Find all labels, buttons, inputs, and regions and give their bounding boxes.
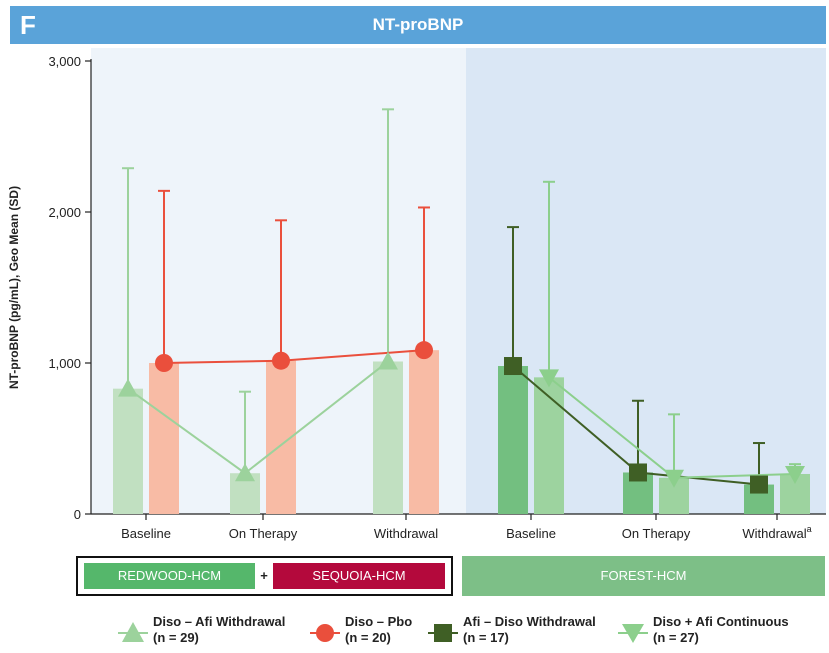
sequoia-study-label: SEQUOIA-HCM bbox=[273, 563, 445, 589]
legend-label: Diso + Afi Continuous (n = 27) bbox=[653, 614, 789, 645]
legend: Diso – Afi Withdrawal (n = 29) Diso – Pbo… bbox=[118, 612, 818, 652]
point-diso-pbo bbox=[155, 354, 173, 372]
bar-diso-pbo bbox=[409, 350, 439, 514]
y-tick-label: 2,000 bbox=[48, 205, 81, 220]
legend-label: Diso – Pbo (n = 20) bbox=[345, 614, 413, 645]
x-tick-label: Baseline bbox=[121, 526, 171, 541]
point-diso-afi-withdrawal bbox=[118, 378, 138, 397]
y-axis-label: NT-proBNP (pg/mL), Geo Mean (SD) bbox=[7, 186, 21, 389]
left-study-group bbox=[76, 556, 453, 596]
panel-header: F NT-proBNP bbox=[10, 6, 826, 44]
bar-diso-pbo bbox=[149, 363, 179, 514]
x-tick-label: Withdrawal bbox=[374, 526, 438, 541]
chart-svg: 0 1,000 2,000 3,000 NT-proBNP (pg/mL), Geo M… bbox=[7, 48, 826, 541]
legend-marker-triangle-down-icon bbox=[618, 624, 648, 643]
point-diso-pbo bbox=[272, 351, 290, 370]
y-tick-label: 0 bbox=[74, 507, 81, 522]
forest-study-label: FOREST-HCM bbox=[462, 556, 825, 596]
point-afi-diso-withdrawal bbox=[504, 357, 522, 376]
redwood-study-label: REDWOOD-HCM bbox=[84, 563, 255, 589]
bar-diso-afi-withdrawal bbox=[373, 361, 403, 514]
bar-diso-afi-continuous bbox=[534, 377, 564, 514]
legend-marker-circle-icon bbox=[310, 624, 340, 642]
bar-afi-diso-withdrawal bbox=[498, 366, 528, 514]
point-diso-afi-continuous bbox=[785, 465, 805, 484]
x-tick-label: Baseline bbox=[506, 526, 556, 541]
point-diso-afi-withdrawal bbox=[378, 351, 398, 370]
point-afi-diso-withdrawal bbox=[750, 475, 768, 494]
point-diso-afi-continuous bbox=[664, 469, 684, 488]
legend-marker-square-icon bbox=[428, 624, 458, 642]
x-tick-label: On Therapy bbox=[622, 526, 691, 541]
y-tick-label: 1,000 bbox=[48, 356, 81, 371]
legend-label: Afi – Diso Withdrawal (n = 17) bbox=[463, 614, 596, 645]
point-afi-diso-withdrawal bbox=[629, 463, 647, 482]
point-diso-pbo bbox=[415, 341, 433, 360]
legend-label: Diso – Afi Withdrawal (n = 29) bbox=[153, 614, 286, 645]
panel-letter: F bbox=[20, 10, 36, 40]
x-tick-label: Withdrawala bbox=[742, 524, 811, 541]
x-tick-label: On Therapy bbox=[229, 526, 298, 541]
chart-title: NT-proBNP bbox=[372, 15, 464, 34]
legend-marker-triangle-up-icon bbox=[118, 622, 148, 642]
plus-sign: + bbox=[260, 568, 268, 583]
point-diso-afi-continuous bbox=[539, 369, 559, 388]
point-diso-afi-withdrawal bbox=[235, 463, 255, 482]
bar-diso-afi-withdrawal bbox=[113, 388, 143, 514]
y-tick-label: 3,000 bbox=[48, 54, 81, 69]
